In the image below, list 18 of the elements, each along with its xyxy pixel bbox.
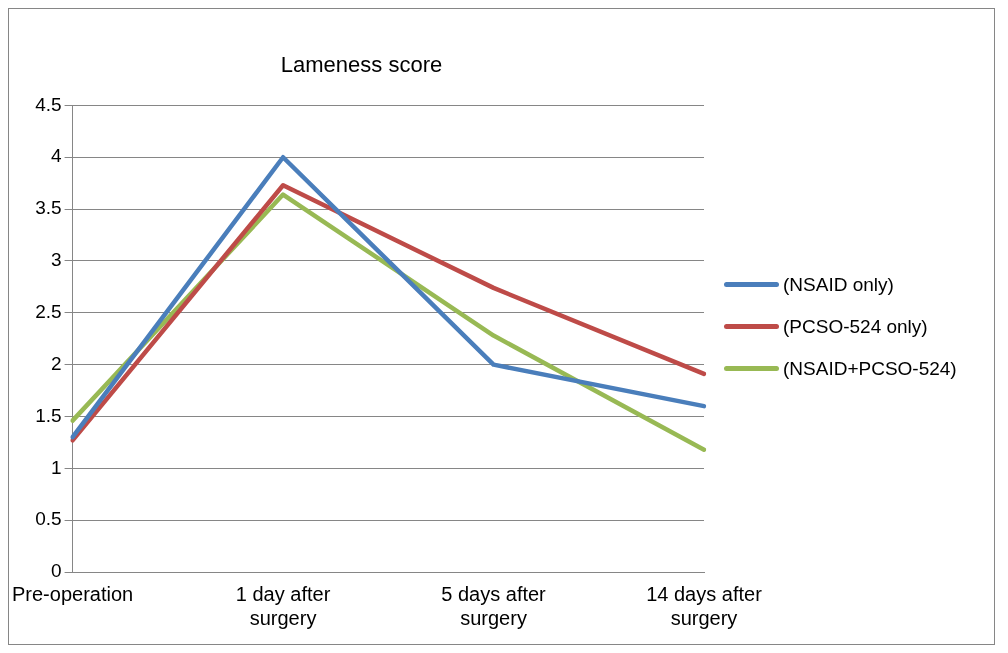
legend-label: (NSAID only) <box>783 273 894 296</box>
x-tick-label: 1 day after surgery <box>235 582 331 629</box>
legend-label: (NSAID+PCSO-524) <box>783 357 957 380</box>
x-tick-label: Pre-operation <box>12 582 134 605</box>
x-tick-label: 14 days after surgery <box>646 582 763 629</box>
y-tick-label: 3 <box>51 249 62 271</box>
y-tick-label: 2 <box>51 352 62 374</box>
y-tick-label: 0 <box>51 560 62 582</box>
y-tick-label: 0.5 <box>35 508 62 530</box>
y-tick-label: 4 <box>51 145 63 167</box>
legend-label: (PCSO-524 only) <box>783 315 928 338</box>
y-tick-label: 4.5 <box>35 93 62 115</box>
y-tick-label: 3.5 <box>35 197 62 219</box>
x-tick-label: 5 days after surgery <box>441 582 547 629</box>
y-tick-label: 2.5 <box>35 301 62 323</box>
y-tick-label: 1.5 <box>35 404 62 426</box>
chart-title: Lameness score <box>280 52 443 78</box>
y-tick-label: 1 <box>51 456 62 478</box>
